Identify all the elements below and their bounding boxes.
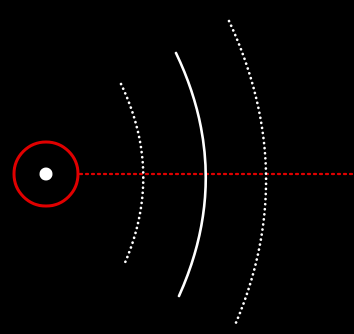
source-ring (12, 140, 80, 208)
wavefront-arc-1 (119, 82, 145, 267)
wavefront-arc-2 (174, 51, 208, 298)
source-dot (39, 167, 53, 181)
wavefront-arc-3 (227, 19, 268, 327)
